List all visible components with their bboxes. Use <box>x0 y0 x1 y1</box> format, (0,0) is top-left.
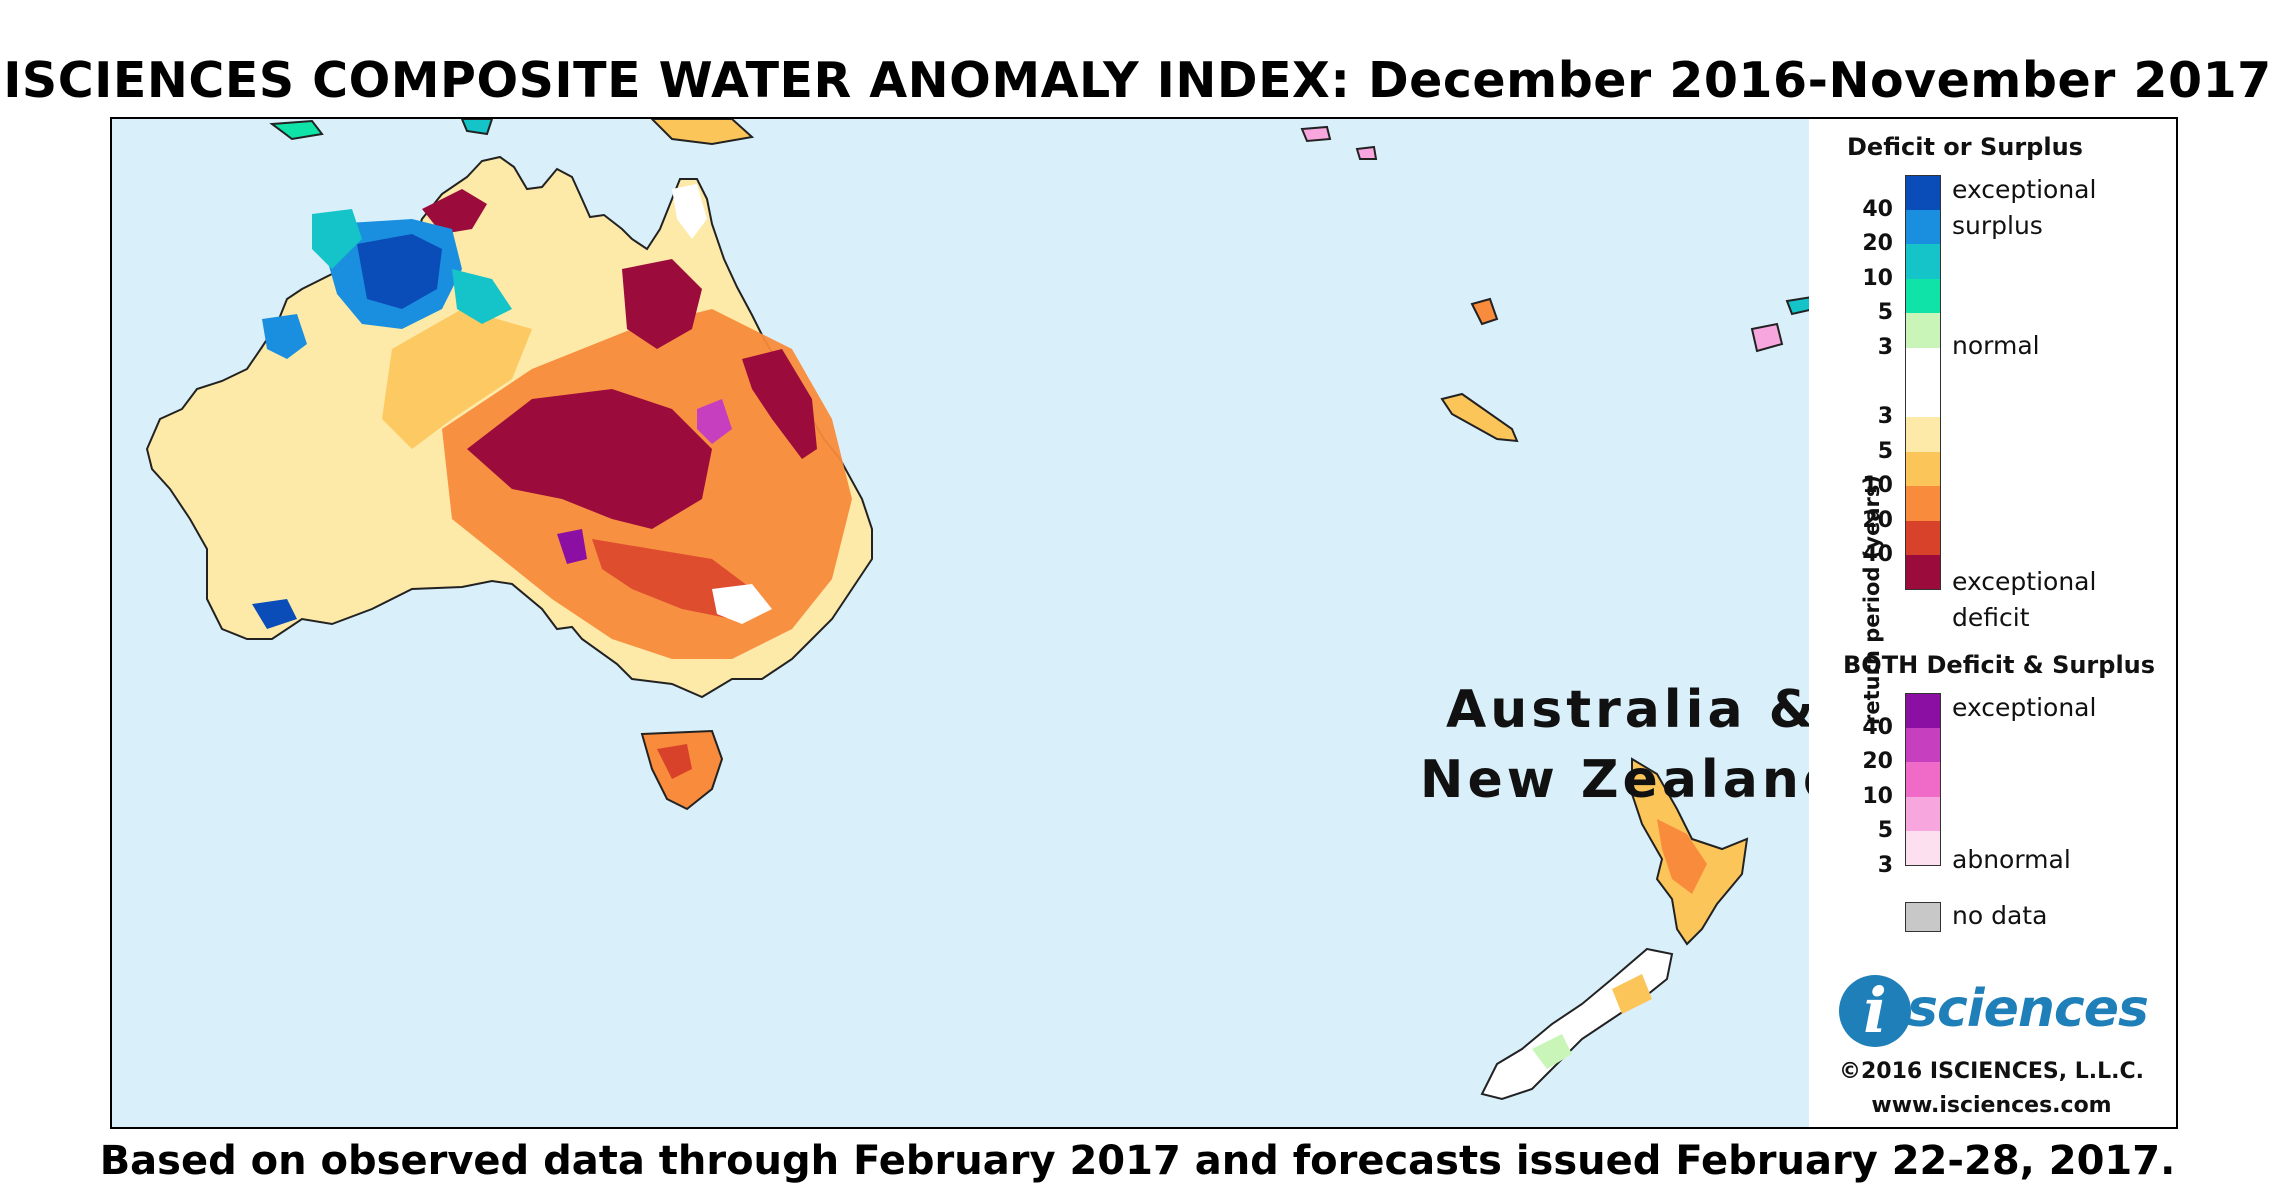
exceptional-deficit-north <box>622 259 702 349</box>
legend-heading-both: BOTH Deficit & Surplus <box>1843 651 2156 679</box>
legend-axis-title: return period (years) <box>1860 475 1884 725</box>
deficit-tick-label: 3 <box>1877 404 1893 429</box>
surplus-label-line2: surplus <box>1952 211 2043 240</box>
vanuatu-island <box>1470 297 1499 326</box>
surplus-tick-label: 10 <box>1862 265 1893 291</box>
deficit-zone-west <box>382 309 532 449</box>
region-label-line1: Australia & <box>1446 680 1818 740</box>
footer-note: Based on observed data through February … <box>99 1138 2176 1184</box>
region-label: Australia & New Zealand <box>1372 675 1892 815</box>
surplus-tick-label: 20 <box>1862 231 1893 257</box>
legend-heading-deficit-surplus: Deficit or Surplus <box>1847 133 2083 161</box>
no-data-swatch <box>1905 902 1941 932</box>
deficit-zone-southeast <box>592 539 752 619</box>
deficit-tick-label: 5 <box>1877 438 1893 464</box>
tasmania-deficit <box>657 744 692 779</box>
surplus-zone-kimberley-edge <box>312 209 512 324</box>
normal-zone-southeast <box>712 584 772 624</box>
deficit-tick-label: 20 <box>1862 507 1893 533</box>
map-title: ISCIENCES COMPOSITE WATER ANOMALY INDEX:… <box>3 52 2272 109</box>
both-label-bottom: abnormal <box>1952 845 2071 874</box>
deficit-swatch-2 <box>1905 451 1941 487</box>
isciences-logo-icon: i <box>1839 975 1911 1047</box>
normal-label: normal <box>1952 331 2040 360</box>
surplus-tick-label: 3 <box>1877 335 1893 360</box>
surplus-zone-pilbara <box>262 314 307 359</box>
fiji-island <box>1750 322 1784 353</box>
exceptional-surplus-core <box>357 234 442 309</box>
deficit-label-line1: exceptional <box>1952 567 2097 596</box>
both-label-top: exceptional <box>1952 693 2097 722</box>
exceptional-deficit-east <box>742 349 817 459</box>
copyright-text: ©2016 ISCIENCES, L.L.C. <box>1839 1059 2144 1084</box>
new-guinea-fragment <box>650 119 755 146</box>
isciences-logo-wordmark: sciences <box>1907 979 2149 1039</box>
deficit-surplus-colorbar-outline <box>1905 175 1941 590</box>
exceptional-deficit-central <box>467 389 712 529</box>
solomon-island <box>1300 125 1378 160</box>
both-tick-label: 10 <box>1862 783 1893 809</box>
surplus-swatch-5 <box>1905 313 1941 348</box>
deficit-label-line2: deficit <box>1952 603 2030 632</box>
surplus-tick-label: 5 <box>1877 300 1893 326</box>
timor-fragment <box>269 119 324 141</box>
both-tick-label: 5 <box>1877 818 1893 844</box>
map-panel: Australia & New Zealand Deficit or Surpl… <box>110 117 2178 1129</box>
new-caledonia-island <box>1440 392 1519 443</box>
region-label-line2: New Zealand <box>1419 750 1845 810</box>
both-zone-east <box>697 399 732 444</box>
north-island-fragment <box>460 119 494 136</box>
surplus-zone-southwest-coast <box>252 599 297 629</box>
exceptional-deficit-top-end <box>422 189 487 234</box>
surplus-tick-label: 40 <box>1862 196 1893 222</box>
anomaly-map <box>145 119 1816 1101</box>
both-tick-label: 3 <box>1877 853 1893 878</box>
deficit-tick-label: 40 <box>1862 542 1893 568</box>
both-colorbar-outline <box>1905 693 1941 866</box>
both-tick-label: 40 <box>1862 714 1893 740</box>
deficit-tick-label: 10 <box>1862 473 1893 499</box>
nz-south-island <box>1480 947 1674 1101</box>
website-text: www.isciences.com <box>1871 1093 2112 1118</box>
surplus-label-line1: exceptional <box>1952 175 2097 204</box>
no-data-label: no data <box>1952 901 2048 930</box>
nz-south-island-deficit <box>1612 974 1652 1014</box>
both-tick-label: 20 <box>1862 749 1893 775</box>
normal-zone-cape-york <box>672 184 707 239</box>
nz-north-island-deficit <box>1657 819 1707 894</box>
nz-south-island-surplus <box>1532 1034 1572 1069</box>
both-zone-south <box>557 529 587 564</box>
legend-panel: Deficit or Surplus exceptional surplus n… <box>1809 119 2176 1127</box>
